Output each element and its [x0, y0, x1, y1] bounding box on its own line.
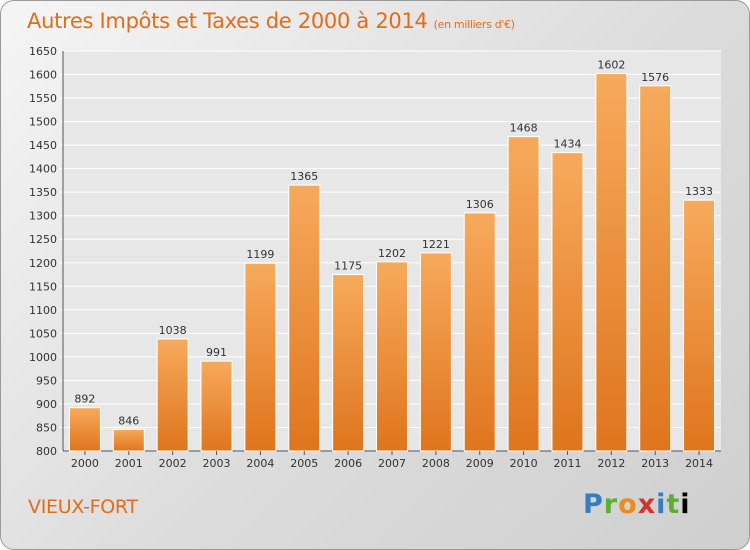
bar	[288, 184, 321, 452]
bar-value-label: 1602	[597, 59, 625, 72]
y-tick-label: 1000	[29, 351, 57, 364]
bar	[507, 136, 540, 452]
bar-value-label: 1202	[378, 247, 406, 260]
bar-value-label: 991	[206, 346, 227, 359]
bar-value-label: 1434	[553, 138, 581, 151]
x-tick-label: 2010	[510, 457, 538, 470]
y-tick-label: 1300	[29, 210, 57, 223]
y-tick-label: 1350	[29, 186, 57, 199]
bar	[595, 73, 628, 452]
x-tick-label: 2006	[334, 457, 362, 470]
bar-value-label: 846	[118, 414, 139, 427]
bar	[683, 199, 716, 452]
y-tick-label: 1250	[29, 233, 57, 246]
x-tick-label: 2014	[685, 457, 713, 470]
y-tick-label: 1200	[29, 257, 57, 270]
bar-value-label: 1306	[466, 198, 494, 211]
y-tick-label: 1100	[29, 304, 57, 317]
bar	[68, 407, 101, 452]
chart-title: Autres Impôts et Taxes de 2000 à 2014 (en…	[27, 9, 515, 33]
bar	[551, 152, 584, 452]
bar-value-label: 1365	[290, 170, 318, 183]
bar	[200, 360, 233, 452]
logo-letter: P	[583, 489, 604, 520]
bar-value-label: 1199	[246, 248, 274, 261]
logo-letter: t	[666, 489, 681, 520]
logo-letter: i	[656, 489, 667, 520]
bar-value-label: 1175	[334, 260, 362, 273]
bar-value-label: 1221	[422, 238, 450, 251]
y-tick-label: 900	[36, 398, 57, 411]
proxiti-logo[interactable]: Proxiti	[583, 489, 691, 520]
chart-title-text: Autres Impôts et Taxes de 2000 à 2014	[27, 9, 428, 33]
bar	[376, 261, 408, 452]
commune-name: VIEUX-FORT	[28, 496, 138, 518]
y-tick-label: 950	[36, 374, 57, 387]
bar-value-label: 892	[74, 393, 95, 406]
x-tick-label: 2008	[422, 457, 450, 470]
y-tick-label: 850	[36, 421, 57, 434]
bar	[639, 85, 672, 452]
bar	[156, 338, 189, 452]
y-tick-label: 800	[36, 445, 57, 458]
y-tick-label: 1050	[29, 327, 57, 340]
x-tick-label: 2003	[203, 457, 231, 470]
bar	[419, 252, 452, 452]
x-tick-label: 2012	[597, 457, 625, 470]
y-tick-label: 1500	[29, 116, 57, 129]
x-tick-label: 2013	[641, 457, 669, 470]
bar-value-label: 1468	[510, 122, 538, 135]
y-tick-label: 1150	[29, 280, 57, 293]
bar	[244, 262, 277, 452]
y-tick-label: 1550	[29, 92, 57, 105]
x-tick-label: 2011	[553, 457, 581, 470]
x-tick-label: 2001	[115, 457, 143, 470]
logo-letter: x	[637, 489, 657, 520]
bar-value-label: 1333	[685, 185, 713, 198]
y-tick-label: 1650	[29, 45, 57, 58]
x-tick-label: 2000	[71, 457, 99, 470]
bar	[112, 428, 145, 452]
bar-value-label: 1038	[159, 324, 187, 337]
bar-value-label: 1576	[641, 71, 669, 84]
logo-letter: o	[618, 489, 638, 520]
logo-letter: r	[603, 489, 619, 520]
logo-letter: i	[680, 489, 691, 520]
x-tick-label: 2002	[159, 457, 187, 470]
bar	[463, 212, 496, 452]
bar	[332, 274, 365, 452]
x-tick-label: 2005	[290, 457, 318, 470]
x-tick-label: 2009	[466, 457, 494, 470]
chart-unit: (en milliers d'€)	[433, 18, 515, 31]
y-tick-label: 1600	[29, 69, 57, 82]
y-tick-label: 1400	[29, 163, 57, 176]
x-tick-label: 2007	[378, 457, 406, 470]
y-tick-label: 1450	[29, 139, 57, 152]
x-tick-label: 2004	[246, 457, 274, 470]
